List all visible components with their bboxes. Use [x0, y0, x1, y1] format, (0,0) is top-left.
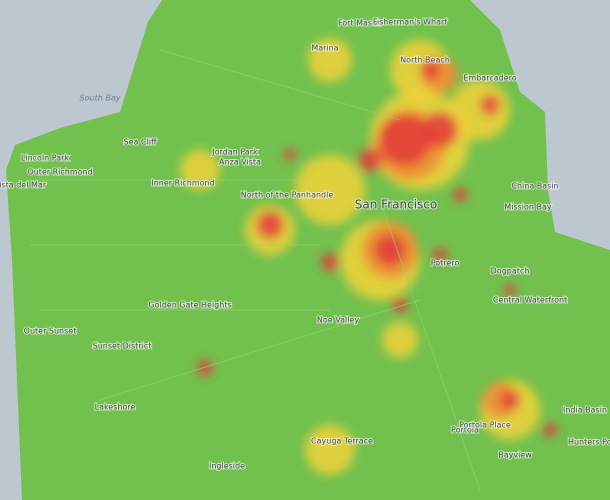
heat-blob	[358, 148, 382, 172]
heat-blob	[284, 149, 296, 161]
heat-blob	[197, 360, 213, 376]
place-label: Embarcadero	[463, 74, 516, 83]
place-label: Lincoln Park	[21, 154, 70, 163]
heat-blob	[382, 322, 418, 358]
heatmap	[180, 38, 557, 475]
heat-blob	[308, 38, 352, 82]
heat-blob	[321, 253, 339, 271]
heat-blob	[379, 114, 431, 166]
place-label: Central Waterfront	[493, 296, 567, 305]
place-label: Vista del Mar	[0, 181, 47, 190]
heat-blob	[420, 60, 440, 80]
place-label: Hunters Point	[568, 438, 610, 447]
heat-blob	[374, 234, 406, 266]
place-label: Fisherman's Wharf	[373, 18, 447, 27]
place-label: North of the Panhandle	[241, 191, 334, 200]
place-label: Lakeshore	[95, 403, 136, 412]
streets	[30, 49, 481, 491]
place-label: Golden Gate Heights	[148, 301, 231, 310]
heat-blob	[453, 188, 467, 202]
place-label: Noe Valley	[317, 316, 359, 325]
place-label: South Bay	[80, 94, 121, 103]
heat-blob	[450, 80, 510, 140]
place-label: India Basin	[563, 406, 607, 415]
place-label: Bayview	[498, 451, 532, 460]
place-label: Ingleside	[209, 462, 245, 471]
place-label: China Basin	[511, 182, 558, 191]
place-label: Outer Sunset	[24, 327, 77, 336]
place-label: Dogpatch	[491, 267, 530, 276]
heat-blob	[422, 112, 458, 148]
place-label: Portola	[451, 426, 479, 435]
place-label: Cayuga Terrace	[311, 437, 373, 446]
heat-blob	[543, 423, 557, 437]
heat-blob	[480, 95, 500, 115]
place-label: Jordan Park	[211, 148, 258, 157]
place-label: Inner Richmond	[151, 179, 214, 188]
place-label: Sea Cliff	[124, 138, 157, 147]
place-label: San Francisco	[355, 198, 437, 212]
place-label: Potrero	[431, 259, 460, 268]
place-label: Portola Place	[459, 421, 511, 430]
place-label: North Beach	[400, 56, 450, 65]
heat-blob	[504, 284, 516, 296]
heat-blob	[433, 248, 447, 262]
heat-blob	[392, 297, 408, 313]
place-label: Anza Vista	[219, 158, 261, 167]
place-label: Sunset District	[93, 342, 152, 351]
place-label: Outer Richmond	[27, 168, 92, 177]
heat-blob	[305, 425, 355, 475]
heat-blob	[256, 211, 284, 239]
heat-blob	[295, 155, 365, 225]
place-label: Mission Bay	[504, 203, 552, 212]
heat-blob	[500, 390, 520, 410]
place-label: Marina	[311, 44, 338, 53]
place-label: Fort Mason	[338, 19, 382, 28]
